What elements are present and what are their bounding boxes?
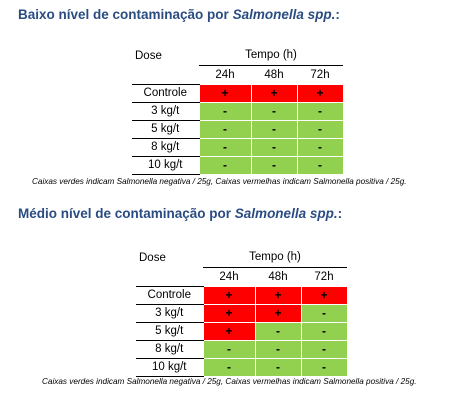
section1-result-cell: - (296, 137, 344, 157)
section1-title-suffix: : (335, 7, 340, 22)
section1-result-cell: - (198, 137, 252, 157)
section2-title-suffix: : (337, 206, 343, 221)
section2-result-cell: - (202, 357, 256, 377)
section1-row-label: Controle (132, 83, 199, 103)
section2-result-cell: - (300, 303, 348, 323)
section2-result-cell: - (254, 339, 302, 359)
section2-result-cell: - (202, 339, 256, 359)
section2-result-cell: + (202, 303, 256, 323)
section2-result-cell: - (300, 339, 348, 359)
section1-row-label: 10 kg/t (132, 155, 199, 175)
section1-result-cell: + (296, 83, 344, 103)
section2-title-organism: Salmonella spp. (234, 206, 338, 221)
section1-row-label: 3 kg/t (132, 101, 199, 121)
section1-title-organism: Salmonella spp. (232, 7, 336, 22)
section2-title-prefix: Médio nível de contaminação por (18, 206, 235, 221)
section1-result-cell: - (198, 155, 252, 175)
section1-table: Dose Tempo (h) 24h 48h 72h Controle + + … (132, 46, 344, 175)
section1-row-label: 8 kg/t (132, 137, 199, 157)
section2-row-label: 3 kg/t (136, 303, 203, 323)
section1-corner (132, 65, 199, 84)
section2-time-header: 24h (219, 270, 239, 283)
section2-result-cell: + (300, 285, 348, 305)
section1-result-cell: - (198, 119, 252, 139)
section2-result-cell: - (254, 321, 302, 341)
section1-result-cell: - (296, 101, 344, 121)
section1-dose-header: Dose (135, 49, 162, 62)
section1-time-header: 24h (215, 68, 235, 81)
section2-tempo-header: Tempo (h) (203, 248, 347, 268)
section1-time-header: 48h (264, 68, 284, 81)
section1-title: Baixo nível de contaminação por Salmonel… (18, 7, 340, 22)
section2-result-cell: - (300, 321, 348, 341)
section1-row-label: 5 kg/t (132, 119, 199, 139)
section2-row-label: 8 kg/t (136, 339, 203, 359)
section1-result-cell: - (198, 101, 252, 121)
section1-time-header: 72h (310, 68, 330, 81)
section2-result-cell: - (254, 357, 302, 377)
section1-result-cell: - (250, 101, 298, 121)
section2-table: Dose Tempo (h) 24h 48h 72h Controle + + … (136, 248, 348, 377)
section1-result-cell: - (250, 137, 298, 157)
section1-result-cell: - (296, 155, 344, 175)
section2-title: Médio nível de contaminação por Salmonel… (18, 206, 342, 221)
section2-time-header: 72h (314, 270, 334, 283)
section2-row-label: Controle (136, 285, 203, 305)
section2-caption: Caixas verdes indicam Salmonella negativ… (42, 377, 417, 386)
section2-result-cell: + (202, 321, 256, 341)
section2-result-cell: + (254, 285, 302, 305)
section2-result-cell: + (254, 303, 302, 323)
section1-result-cell: - (250, 119, 298, 139)
section1-title-prefix: Baixo nível de contaminação por (18, 7, 233, 22)
section2-corner (136, 267, 203, 286)
section1-tempo-header: Tempo (h) (199, 46, 343, 66)
section2-row-label: 5 kg/t (136, 321, 203, 341)
section1-result-cell: - (296, 119, 344, 139)
section2-result-cell: + (202, 285, 256, 305)
section1-caption: Caixas verdes indicam Salmonella negativ… (32, 177, 407, 186)
section1-result-cell: + (250, 83, 298, 103)
section2-row-label: 10 kg/t (136, 357, 203, 377)
section1-result-cell: + (198, 83, 252, 103)
section2-time-header: 48h (268, 270, 288, 283)
section2-result-cell: - (300, 357, 348, 377)
section1-result-cell: - (250, 155, 298, 175)
section2-dose-header: Dose (139, 251, 166, 264)
